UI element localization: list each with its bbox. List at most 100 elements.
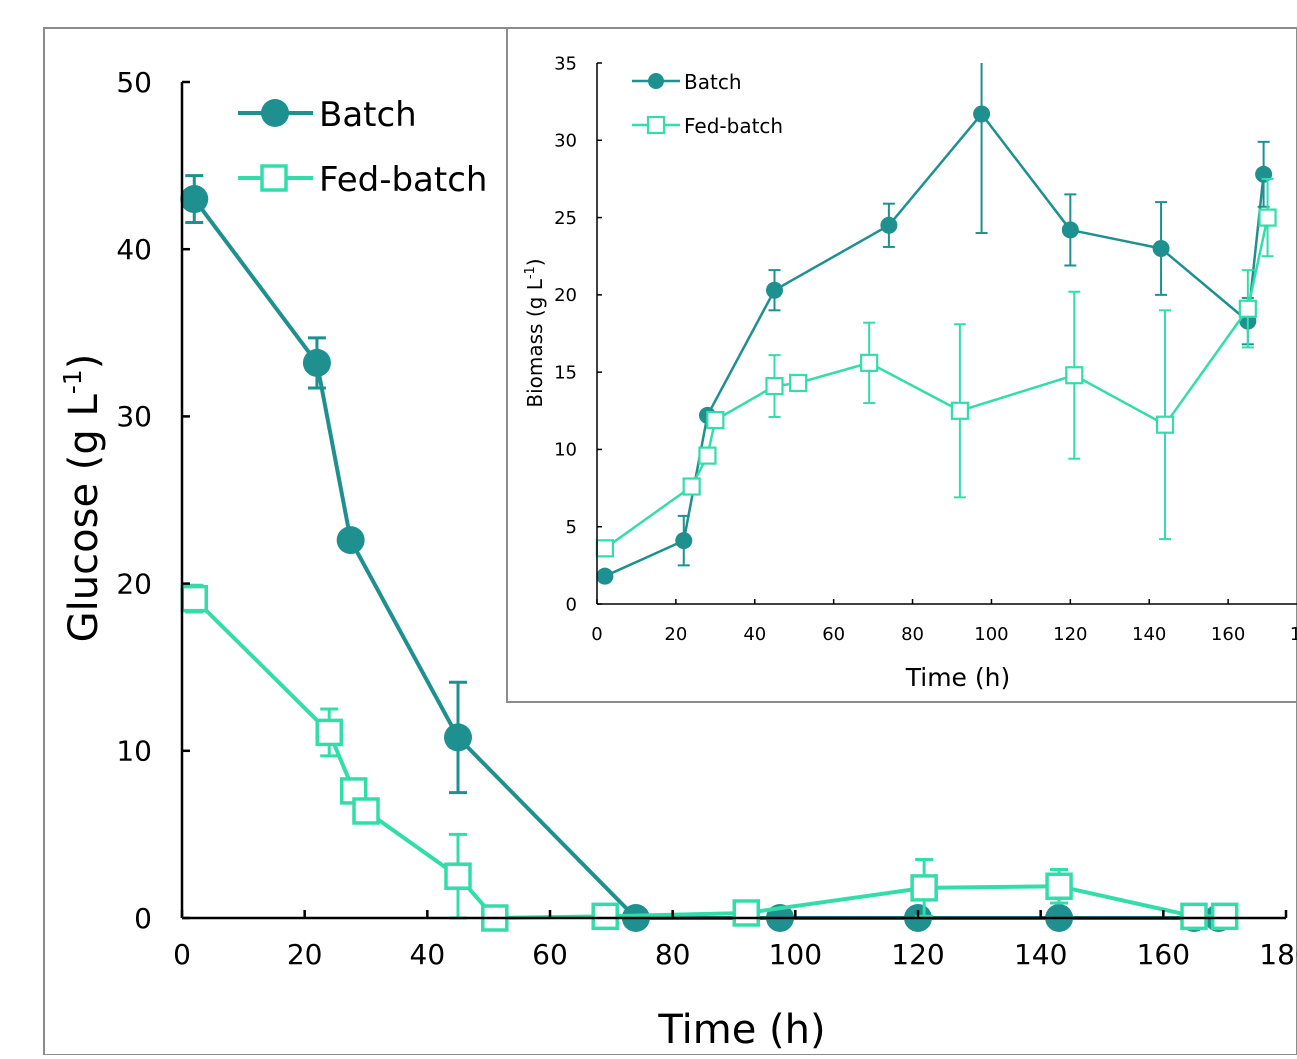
main-point-fed-batch bbox=[444, 862, 472, 890]
inset-y-tick-label: 0 bbox=[566, 594, 577, 615]
main-legend-batch-label: Batch bbox=[319, 95, 417, 135]
main-legend-fed-batch-marker bbox=[260, 164, 288, 192]
inset-y-axis-label: Biomass (g L-1) bbox=[523, 258, 547, 407]
inset-legend-batch-label: Batch bbox=[684, 70, 742, 94]
inset-x-tick-label: 0 bbox=[591, 624, 602, 645]
main-point-batch bbox=[336, 526, 365, 555]
inset-point-batch bbox=[973, 105, 991, 123]
main-legend-fed-batch-label: Fed-batch bbox=[319, 160, 487, 200]
inset-x-tick-label: 60 bbox=[822, 624, 845, 645]
inset-point-fed-batch bbox=[706, 410, 725, 430]
main-point-fed-batch bbox=[1045, 872, 1073, 900]
inset-point-fed-batch bbox=[595, 539, 614, 558]
inset-point-fed-batch bbox=[1258, 208, 1277, 227]
inset-x-tick-label: 80 bbox=[901, 624, 924, 645]
main-point-fed-batch bbox=[1180, 902, 1208, 931]
inset-y-tick-label: 10 bbox=[554, 440, 577, 461]
main-y-tick-label: 30 bbox=[116, 400, 152, 433]
inset-x-axis-label: Time (h) bbox=[905, 663, 1010, 692]
main-x-tick-label: 140 bbox=[1014, 938, 1067, 971]
inset-y-tick-label: 35 bbox=[554, 53, 577, 74]
inset-point-batch bbox=[675, 532, 693, 550]
inset-axes bbox=[596, 62, 1297, 605]
main-series-fed-batch bbox=[180, 583, 1239, 932]
main-point-batch bbox=[180, 185, 209, 214]
inset-x-tick-label: 160 bbox=[1211, 624, 1245, 645]
inset-y-tick-label: 20 bbox=[554, 285, 577, 306]
main-y-tick-label: 0 bbox=[134, 902, 152, 935]
inset-x-tick-label: 40 bbox=[743, 624, 766, 645]
main-point-fed-batch bbox=[352, 797, 380, 825]
main-chart: 01020304050020406080100120140160180 Time… bbox=[58, 66, 1297, 1053]
main-x-tick-label: 0 bbox=[173, 938, 191, 971]
main-legend-item-batch: Batch bbox=[238, 95, 417, 135]
main-y-tick-label: 50 bbox=[116, 66, 152, 99]
main-y-axis-label-sup: -1 bbox=[58, 369, 87, 394]
inset-point-batch bbox=[1152, 239, 1170, 257]
inset-chart: 0 5 10 15 20 25 30 35 0 20 40 60 80 100 120 140 160 180 T… bbox=[506, 27, 1297, 703]
inset-point-fed-batch bbox=[950, 401, 969, 420]
main-y-axis-label-main: Glucose (g L bbox=[61, 394, 107, 643]
main-axes bbox=[180, 80, 1288, 920]
inset-point-batch bbox=[880, 216, 898, 234]
inset-point-fed-batch bbox=[1238, 299, 1257, 318]
main-x-axis-label: Time (h) bbox=[657, 1007, 825, 1053]
main-x-tick-label: 60 bbox=[532, 938, 568, 971]
inset-y-axis-label-sup: -1 bbox=[523, 266, 538, 279]
inset-point-fed-batch bbox=[860, 353, 879, 372]
main-legend-batch-marker bbox=[261, 99, 289, 127]
main-point-batch bbox=[444, 723, 472, 752]
inset-point-fed-batch bbox=[765, 376, 784, 396]
main-y-tick-label: 10 bbox=[116, 735, 152, 768]
inset-point-batch bbox=[766, 281, 783, 299]
inset-x-tick-label: 20 bbox=[664, 624, 687, 645]
inset-frame bbox=[506, 27, 1297, 703]
main-y-axis-label-close: ) bbox=[61, 354, 107, 370]
inset-point-fed-batch bbox=[698, 446, 717, 465]
inset-legend-item-fed-batch: Fed-batch bbox=[632, 114, 783, 138]
main-x-tick-label: 120 bbox=[891, 938, 944, 971]
inset-axis-ticks: 0 5 10 15 20 25 30 35 0 20 40 60 80 100 120 140 160 180 bbox=[554, 53, 1297, 645]
main-legend-item-fed-batch: Fed-batch bbox=[238, 160, 487, 200]
main-x-tick-label: 100 bbox=[769, 938, 822, 971]
main-x-tick-label: 160 bbox=[1137, 938, 1190, 971]
inset-point-fed-batch bbox=[1155, 415, 1175, 434]
main-point-fed-batch bbox=[315, 718, 343, 747]
inset-legend-batch-marker bbox=[648, 73, 664, 89]
inset-legend-fed-batch-label: Fed-batch bbox=[684, 114, 783, 138]
main-point-batch bbox=[302, 348, 331, 377]
inset-y-tick-label: 15 bbox=[554, 362, 577, 383]
main-point-fed-batch bbox=[180, 584, 209, 613]
main-legend: Batch Fed-batch bbox=[238, 95, 487, 200]
main-x-tick-label: 80 bbox=[655, 938, 691, 971]
main-x-tick-label: 180 bbox=[1259, 938, 1297, 971]
main-point-fed-batch bbox=[732, 899, 761, 927]
inset-point-batch bbox=[596, 567, 614, 585]
inset-point-fed-batch bbox=[682, 477, 701, 496]
inset-y-tick-label: 30 bbox=[554, 131, 577, 152]
main-point-fed-batch bbox=[1210, 902, 1239, 931]
inset-y-tick-label: 5 bbox=[566, 517, 577, 538]
inset-series-layer bbox=[595, 63, 1277, 585]
main-point-fed-batch bbox=[591, 902, 619, 931]
inset-series-fed-batch bbox=[595, 177, 1277, 558]
inset-y-axis-label-close: ) bbox=[523, 258, 547, 266]
inset-legend-fed-batch-marker bbox=[646, 115, 666, 135]
inset-x-tick-label: 120 bbox=[1053, 624, 1087, 645]
inset-point-batch bbox=[1255, 165, 1273, 183]
inset-point-batch bbox=[1061, 221, 1079, 239]
inset-legend-item-batch: Batch bbox=[632, 70, 742, 94]
main-y-tick-label: 40 bbox=[116, 233, 152, 266]
main-axis-ticks: 01020304050020406080100120140160180 bbox=[116, 66, 1297, 971]
inset-y-tick-label: 25 bbox=[554, 208, 577, 229]
main-point-fed-batch bbox=[910, 874, 938, 902]
inset-x-tick-label: 140 bbox=[1132, 624, 1166, 645]
inset-x-tick-label: 100 bbox=[974, 624, 1008, 645]
inset-point-fed-batch bbox=[789, 373, 808, 393]
main-y-axis-label: Glucose (g L-1) bbox=[58, 354, 107, 643]
main-y-tick-label: 20 bbox=[116, 567, 152, 600]
main-x-tick-label: 20 bbox=[287, 938, 323, 971]
inset-y-axis-label-main: Biomass (g L bbox=[523, 278, 547, 407]
